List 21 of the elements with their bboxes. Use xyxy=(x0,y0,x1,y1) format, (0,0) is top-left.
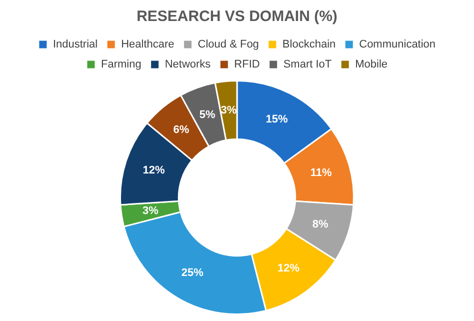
legend-label: Farming xyxy=(100,58,142,71)
legend-label: Industrial xyxy=(52,38,98,51)
legend-label: Communication xyxy=(359,38,436,51)
legend-label: Networks xyxy=(164,58,212,71)
data-label: 12% xyxy=(277,262,300,274)
chart-title: RESEARCH VS DOMAIN (%) xyxy=(136,8,338,26)
legend-label: RFID xyxy=(234,58,260,71)
legend-label: Smart IoT xyxy=(283,58,332,71)
data-label: 5% xyxy=(199,109,216,122)
data-label: 11% xyxy=(310,167,332,180)
data-label: 15% xyxy=(266,114,288,126)
data-label: 6% xyxy=(173,124,190,136)
data-label: 3% xyxy=(220,104,237,116)
legend-label: Healthcare xyxy=(121,38,174,51)
data-label: 12% xyxy=(142,164,165,176)
legend-label: Blockchain xyxy=(282,38,336,51)
legend-label: Mobile xyxy=(355,58,388,71)
data-label: 3% xyxy=(142,205,159,218)
legend-label: Cloud & Fog xyxy=(198,38,259,51)
data-label: 8% xyxy=(312,218,328,231)
data-label: 25% xyxy=(181,266,204,279)
